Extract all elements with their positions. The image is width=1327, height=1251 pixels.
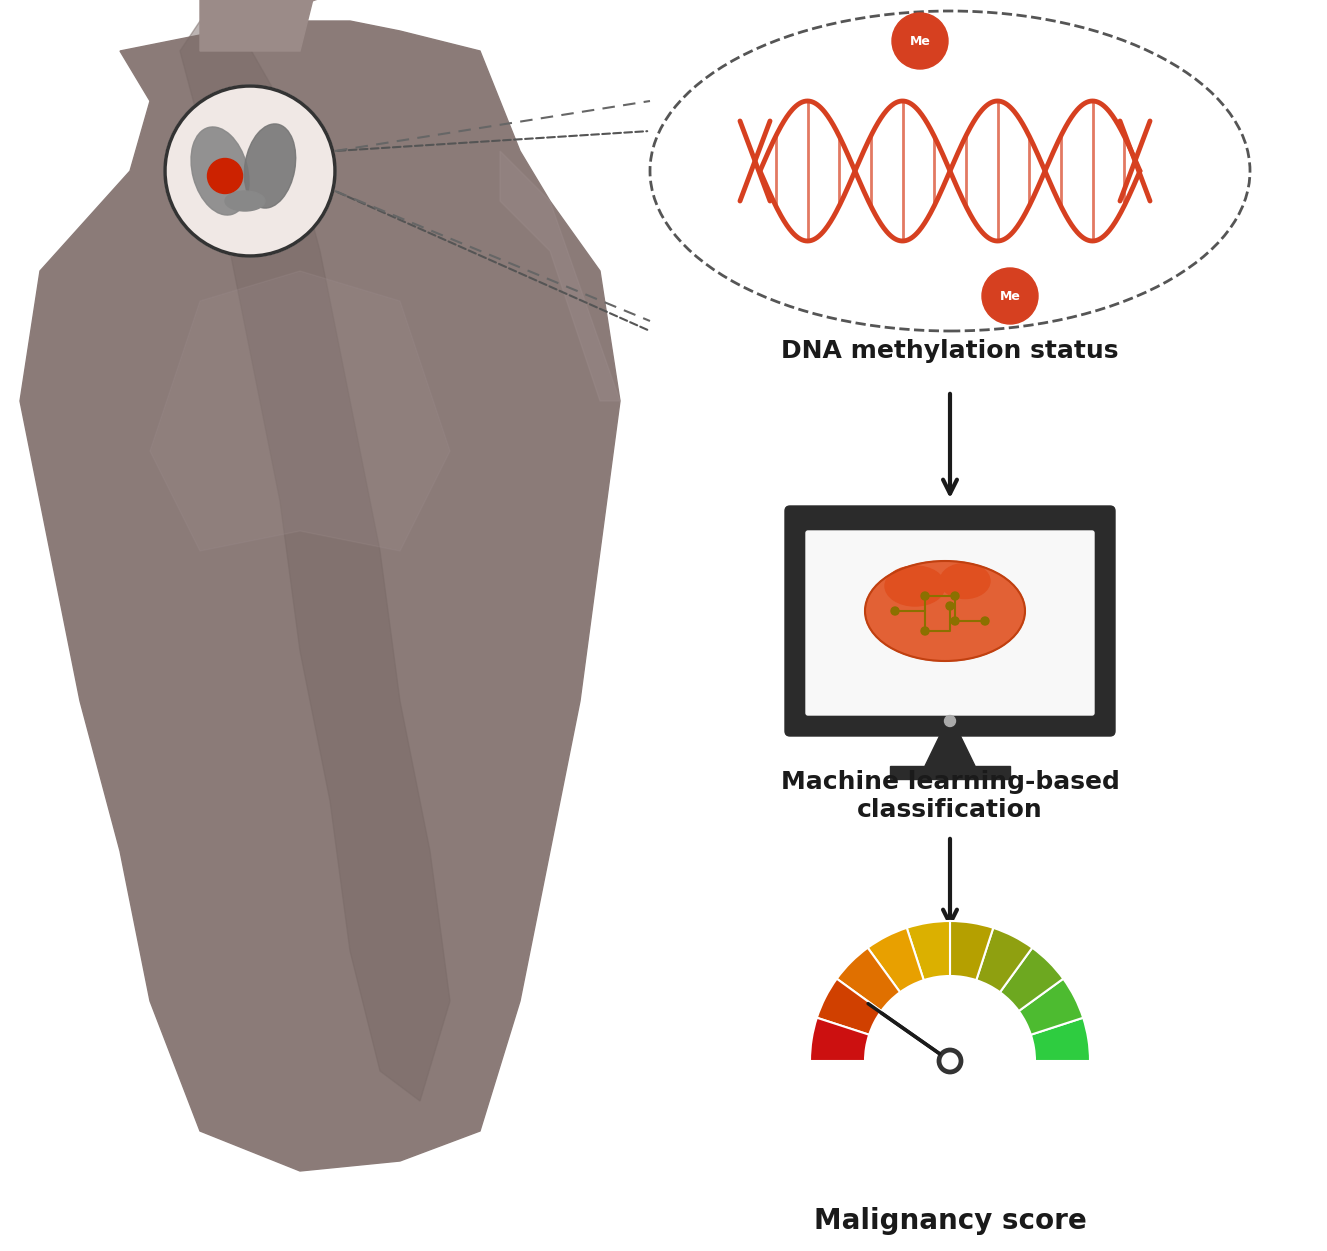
Circle shape: [165, 86, 334, 256]
Polygon shape: [150, 271, 450, 550]
Ellipse shape: [885, 565, 945, 605]
Wedge shape: [868, 928, 924, 992]
Circle shape: [951, 617, 959, 626]
Circle shape: [938, 1050, 962, 1073]
Polygon shape: [180, 21, 450, 1101]
Text: DNA methylation status: DNA methylation status: [782, 339, 1119, 363]
Polygon shape: [20, 21, 620, 1171]
FancyBboxPatch shape: [805, 530, 1093, 716]
Text: Me: Me: [909, 35, 930, 48]
Circle shape: [946, 602, 954, 610]
Polygon shape: [925, 731, 975, 766]
Ellipse shape: [190, 0, 370, 6]
FancyBboxPatch shape: [786, 505, 1115, 736]
Wedge shape: [817, 978, 881, 1035]
Circle shape: [921, 592, 929, 600]
Ellipse shape: [226, 191, 265, 211]
Text: Malignancy score: Malignancy score: [813, 1207, 1087, 1235]
Circle shape: [951, 592, 959, 600]
Wedge shape: [809, 1018, 869, 1061]
Ellipse shape: [940, 563, 990, 598]
Wedge shape: [1031, 1018, 1089, 1061]
Ellipse shape: [244, 124, 296, 208]
Ellipse shape: [865, 560, 1024, 661]
Wedge shape: [977, 928, 1032, 992]
Circle shape: [945, 716, 955, 727]
Polygon shape: [890, 766, 1010, 779]
Wedge shape: [906, 921, 950, 981]
Circle shape: [921, 627, 929, 636]
Ellipse shape: [207, 159, 243, 194]
Text: Me: Me: [999, 289, 1020, 303]
Circle shape: [892, 13, 947, 69]
Text: Machine learning-based
classification: Machine learning-based classification: [780, 771, 1120, 822]
Wedge shape: [1019, 978, 1083, 1035]
Wedge shape: [837, 948, 900, 1011]
Circle shape: [982, 268, 1038, 324]
Circle shape: [940, 1051, 959, 1071]
Circle shape: [981, 617, 989, 626]
Polygon shape: [200, 0, 320, 51]
Wedge shape: [1001, 948, 1063, 1011]
Ellipse shape: [191, 126, 249, 215]
Wedge shape: [950, 921, 994, 981]
Circle shape: [890, 607, 898, 615]
Polygon shape: [500, 151, 620, 402]
